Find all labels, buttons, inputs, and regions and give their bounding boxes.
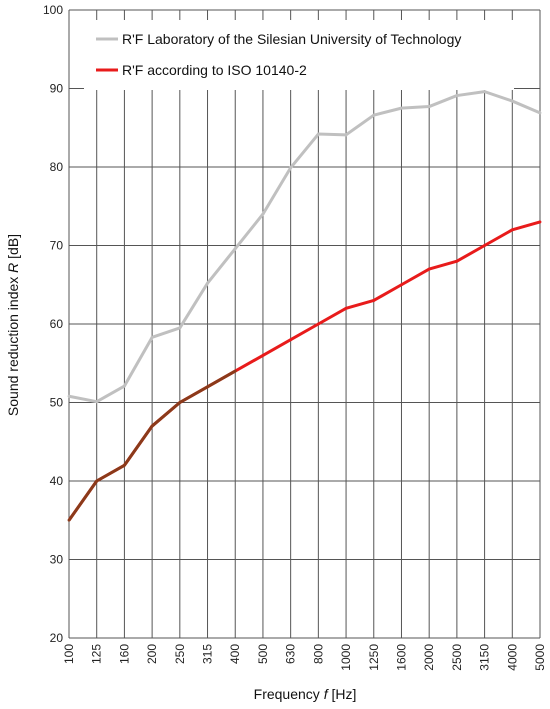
data-point [95,400,99,404]
legend-background [84,20,514,90]
data-point [178,401,182,404]
data-point [206,281,209,285]
x-tick-label: 4000 [505,644,519,671]
data-point [344,133,348,137]
data-point [316,322,320,326]
data-point [95,479,99,483]
y-tick-label: 20 [50,631,64,645]
data-point [538,111,542,115]
x-axis-title-text: Frequency [254,686,320,702]
y-axis-title: Sound reduction index R [dB] [5,234,21,416]
data-point [455,259,459,263]
data-point [510,228,514,232]
data-point [538,220,542,224]
y-axis-title-text: Sound reduction index [5,277,21,416]
data-point [123,384,126,388]
x-tick-label: 100 [62,644,76,664]
x-tick-label: 200 [145,644,159,664]
data-point [233,247,237,251]
grid [68,9,541,639]
data-point [483,244,486,247]
data-point [344,306,348,310]
x-tick-label: 500 [256,644,270,664]
x-tick-labels: 100 125 160 200 250 315 400 500 630 800 1000 1250 16… [62,644,547,671]
data-point [178,326,182,330]
x-axis-title-symbol: f [324,686,330,702]
y-axis-title-symbol: R [5,263,21,273]
y-axis-title-unit: [dB] [5,234,21,259]
data-point [289,338,293,342]
x-tick-label: 1600 [394,644,408,671]
x-tick-label: 800 [311,644,325,664]
x-tick-label: 1250 [367,644,381,671]
x-tick-label: 400 [228,644,242,664]
data-point [400,283,403,287]
series-line-laboratory [68,90,541,404]
data-point [206,385,209,389]
series-lines [67,90,542,522]
x-tick-label: 315 [201,644,215,664]
data-point [427,105,431,108]
y-tick-label: 80 [50,160,64,174]
data-point [510,99,514,103]
data-point [455,94,459,97]
y-tick-label: 60 [50,317,64,331]
x-axis-title-unit: [Hz] [331,686,356,702]
x-tick-label: 5000 [533,644,547,671]
y-tick-label: 90 [50,82,64,96]
y-tick-label: 40 [50,474,64,488]
x-tick-label: 160 [117,644,131,664]
data-point [123,463,126,467]
y-tick-label: 50 [50,396,64,410]
data-point [316,132,320,136]
y-tick-label: 30 [50,553,64,567]
data-point [67,394,71,398]
data-point [67,518,71,522]
legend-label-laboratory: R'F Laboratory of the Silesian Universit… [122,31,461,47]
x-tick-label: 2500 [450,644,464,671]
data-point [150,335,154,339]
x-tick-label: 250 [173,644,187,664]
x-tick-label: 630 [284,644,298,664]
data-point [372,299,376,302]
x-axis-title: Frequency f [Hz] [254,686,357,702]
x-tick-label: 125 [90,644,104,664]
data-point [427,267,431,271]
x-tick-label: 2000 [422,644,436,671]
y-tick-labels: 20 30 40 50 60 70 80 90 100 [43,3,63,645]
y-tick-label: 100 [43,3,63,17]
y-tick-label: 70 [50,239,64,253]
data-point [150,424,154,428]
data-point [233,369,237,373]
legend-label-iso: R'F according to ISO 10140-2 [122,62,307,78]
data-point [400,106,403,110]
data-point [261,354,265,357]
x-tick-label: 1000 [339,644,353,671]
x-tick-label: 3150 [478,644,492,671]
data-point [483,90,486,94]
data-point [372,113,376,117]
data-point [289,166,293,170]
data-point [261,212,265,216]
